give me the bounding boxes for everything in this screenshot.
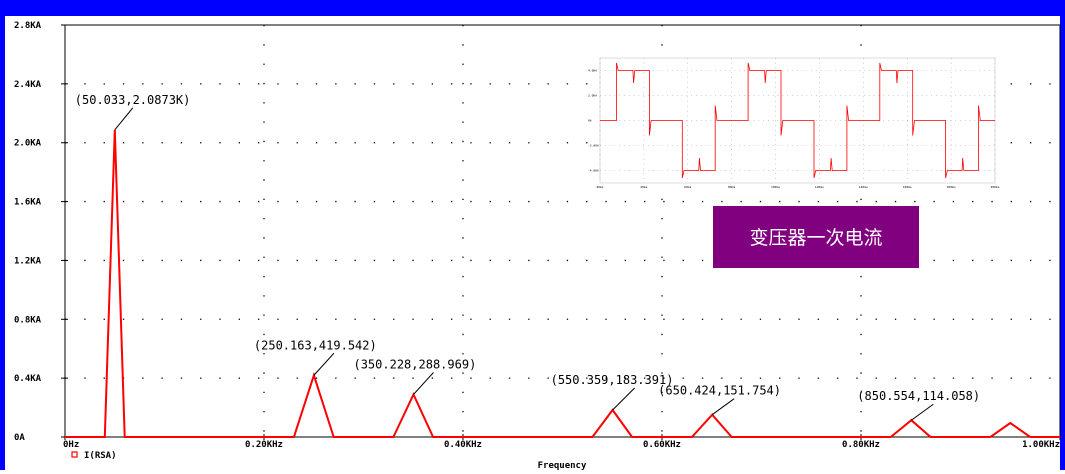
inset-x-tick-label: 200ms [990, 185, 999, 189]
y-tick-label: 0A [14, 433, 25, 443]
x-tick-label: 0.60KHz [643, 440, 681, 450]
window-top-bar [0, 0, 1065, 16]
inset-waveform-plot: 4.0KA 2.0KA 0A -2.0KA -4.0KA 20ms 40ms 60ms 80m… [588, 57, 1000, 189]
legend: I(RSA) [71, 451, 117, 461]
inset-x-tick-label: 160ms [903, 185, 912, 189]
y-tick-label: 2.4KA [14, 80, 42, 90]
annotation-leader [313, 352, 335, 376]
window-right-border [1060, 0, 1065, 470]
x-tick-label: 0Hz [63, 440, 79, 450]
inset-caption-box [713, 206, 919, 268]
inset-x-tick-label: 20ms [596, 185, 603, 189]
inset-x-tick-label: 120ms [815, 185, 824, 189]
inset-x-tick-label: 80ms [728, 185, 735, 189]
inset-x-tick-label: 180ms [947, 185, 956, 189]
inset-y-tick-label: -4.0KA [588, 169, 599, 173]
annotation-label: (550.359,183.391) [551, 373, 674, 387]
annotation-label: (50.033,2.0873K) [75, 93, 191, 107]
y-tick-label: 0.4KA [14, 374, 42, 384]
annotation-label: (350.228,288.969) [353, 357, 476, 371]
annotation-leader [911, 403, 934, 421]
inset-y-tick-label: 0A [588, 119, 592, 123]
inset-y-tick-label: 4.0KA [588, 69, 597, 73]
x-tick-label: 0.20KHz [245, 440, 283, 450]
x-tick-label: 0.40KHz [444, 440, 482, 450]
legend-marker [71, 451, 78, 458]
annotation-leader [413, 372, 434, 395]
x-axis-title: Frequency [538, 461, 587, 470]
window-left-border [0, 0, 5, 470]
inset-y-axis: 4.0KA 2.0KA 0A -2.0KA -4.0KA [588, 69, 599, 173]
y-axis: 0A 0.4KA 0.8KA 1.2KA 1.6KA 2.0KA 2.4KA 2.8KA [14, 21, 68, 443]
y-tick-label: 2.0KA [14, 139, 42, 149]
annotation-label: (850.554,114.058) [857, 389, 980, 403]
inset-x-tick-label: 40ms [640, 185, 647, 189]
legend-label: I(RSA) [84, 451, 117, 461]
y-tick-label: 2.8KA [14, 21, 42, 31]
inset-y-tick-label: 2.0KA [588, 94, 597, 98]
annotation-label: (250.163,419.542) [254, 338, 377, 352]
y-tick-label: 1.6KA [14, 198, 42, 208]
y-tick-label: 0.8KA [14, 315, 42, 325]
inset-x-tick-label: 100ms [771, 185, 780, 189]
inset-x-tick-label: 140ms [859, 185, 868, 189]
inset-x-axis: 20ms 40ms 60ms 80ms 100ms 120ms 140ms 160ms 180m… [596, 185, 999, 189]
inset-caption: 变压器一次电流 [749, 227, 882, 249]
inset-waveform [600, 62, 995, 179]
annotations: (50.033,2.0873K) (250.163,419.542) (350.22… [75, 93, 980, 421]
annotation-leader [612, 387, 635, 411]
x-tick-label: 0.80KHz [842, 440, 880, 450]
inset-y-tick-label: -2.0KA [588, 144, 599, 148]
y-tick-label: 1.2KA [14, 256, 42, 266]
inset-x-tick-label: 60ms [684, 185, 691, 189]
x-tick-label: 1.00KHz [1022, 440, 1060, 450]
annotation-leader [114, 107, 134, 131]
annotation-label: (650.424,151.754) [658, 384, 781, 398]
annotation-leader [711, 398, 735, 416]
